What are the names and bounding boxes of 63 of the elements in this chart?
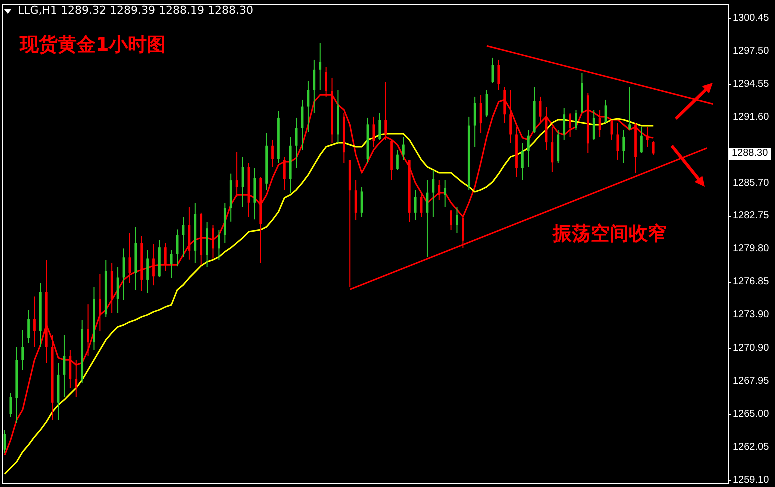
- candlestick: [592, 110, 596, 140]
- candlestick: [69, 350, 72, 389]
- candlestick: [313, 59, 316, 114]
- y-tick-label: 1276.85: [733, 276, 770, 288]
- candlestick: [164, 242, 167, 272]
- y-tick-label: 1259.10: [733, 474, 770, 486]
- candlestick: [569, 112, 572, 138]
- candlestick: [462, 216, 464, 249]
- candlestick: [444, 180, 447, 208]
- y-tick-label: 1270.90: [733, 343, 770, 354]
- y-tick-label: 1285.70: [733, 178, 770, 189]
- candlestick: [10, 392, 12, 418]
- candlestick: [22, 330, 24, 371]
- candlestick: [646, 126, 649, 148]
- candlestick: [628, 86, 631, 131]
- candlestick: [152, 244, 155, 286]
- y-tick-label: 1262.05: [733, 442, 770, 454]
- candlestick: [652, 141, 655, 156]
- candlestick: [218, 230, 220, 261]
- candlestick: [99, 274, 102, 332]
- candlestick: [354, 180, 358, 221]
- candlestick: [616, 122, 620, 160]
- candlestick: [75, 360, 78, 398]
- annotation: 振荡空间收窄: [552, 223, 667, 245]
- candlestick: [319, 42, 322, 91]
- candlestick: [575, 110, 578, 131]
- candlestick: [527, 130, 530, 168]
- y-tick-label: 1282.75: [733, 210, 770, 222]
- candlestick: [474, 96, 476, 148]
- y-tick-label: 1273.90: [733, 310, 770, 321]
- text: 1288.30: [729, 148, 772, 160]
- y-tick-label: 1267.95: [733, 376, 770, 388]
- candlestick: [522, 142, 524, 181]
- candlestick: [212, 224, 214, 260]
- candlestick: [640, 126, 643, 154]
- y-tick-label: 1265.00: [733, 409, 770, 420]
- y-tick-label: 1300.45: [733, 12, 770, 24]
- candlestick: [498, 59, 500, 91]
- candlestick: [34, 296, 36, 348]
- candlestick: [28, 310, 30, 344]
- candlestick: [87, 304, 90, 356]
- candlestick: [432, 170, 435, 218]
- candlestick: [283, 156, 286, 191]
- candlestick: [372, 116, 376, 148]
- text: 现货黄金1小时图: [19, 34, 166, 56]
- candlestick: [456, 206, 458, 234]
- candlestick: [146, 250, 149, 294]
- y-tick-label: 1297.50: [733, 46, 770, 57]
- candlestick: [170, 250, 173, 279]
- candlestick: [402, 136, 405, 160]
- candlestick: [396, 150, 399, 171]
- candlestick: [272, 139, 274, 168]
- candlestick: [563, 108, 566, 140]
- candlestick: [438, 180, 441, 201]
- y-tick-label: 1291.60: [733, 112, 770, 123]
- candlestick: [378, 112, 382, 140]
- y-tick-label: 1294.55: [733, 78, 770, 90]
- candlestick: [622, 130, 626, 164]
- chart-subtitle: LLG,H1 1289.32 1289.39 1288.19 1288.30: [18, 4, 254, 17]
- candlestick: [450, 210, 452, 231]
- candlestick: [414, 190, 417, 221]
- y-tick-label: 1279.80: [733, 244, 770, 255]
- candlestick: [295, 117, 298, 169]
